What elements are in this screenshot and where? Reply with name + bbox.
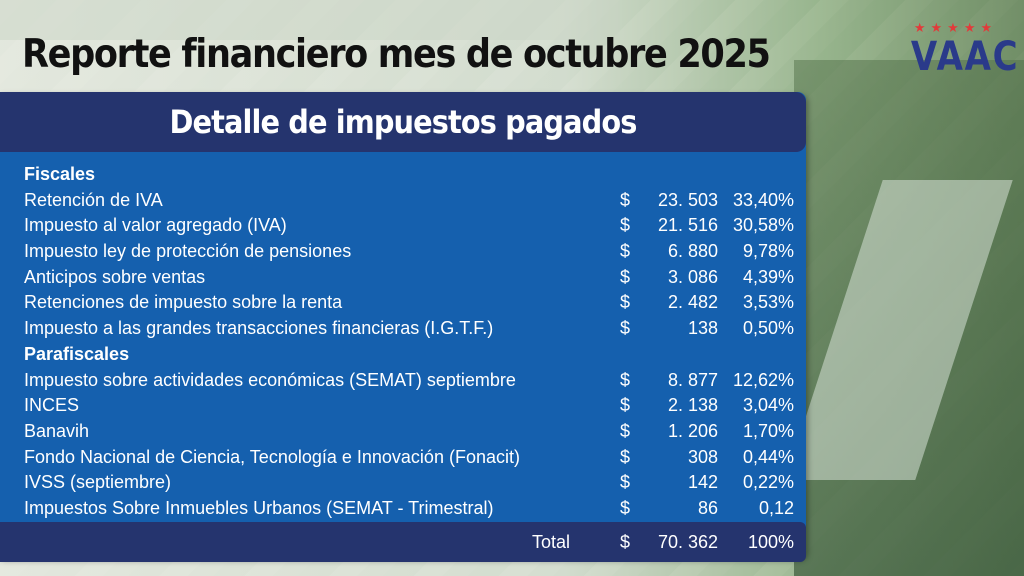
- row-label: Impuesto sobre actividades económicas (S…: [24, 369, 516, 390]
- row-percent: 0,12: [758, 497, 794, 518]
- table-row: Anticipos sobre ventas $3. 086 4,39%: [0, 265, 806, 291]
- row-amount: 23. 503: [657, 189, 718, 210]
- row-percent: 0,44%: [742, 446, 794, 467]
- row-currency: $: [620, 318, 631, 339]
- section-label: Fiscales: [24, 164, 96, 184]
- section-label: Parafiscales: [24, 343, 130, 364]
- logo-stars-icon: ★★★★★: [913, 20, 998, 35]
- row-currency: $: [620, 497, 631, 518]
- table-row: Impuesto a las grandes transacciones fin…: [0, 316, 806, 342]
- table-row: Impuesto sobre actividades económicas (S…: [0, 368, 806, 394]
- total-label: Total: [532, 532, 571, 552]
- background-building: [0, 0, 620, 40]
- panel-header: Detalle de impuestos pagados: [0, 92, 806, 152]
- table-row: Impuesto ley de protección de pensiones $…: [0, 239, 806, 265]
- row-percent: 9,78%: [742, 241, 794, 262]
- row-percent: 12,62%: [732, 369, 794, 390]
- row-amount: 308: [687, 446, 718, 467]
- row-percent: 0,22%: [742, 472, 794, 493]
- table-row: Banavih $1. 206 1,70%: [0, 419, 806, 445]
- row-currency: $: [620, 189, 631, 210]
- row-percent: 33,40%: [732, 189, 794, 210]
- tax-detail-panel: Detalle de impuestos pagados Fiscales Ret…: [0, 92, 806, 558]
- row-amount: 21. 516: [657, 215, 718, 236]
- row-currency: $: [620, 369, 631, 390]
- table-row: Impuestos Sobre Inmuebles Urbanos (SEMAT…: [0, 496, 806, 522]
- row-label: Impuesto ley de protección de pensiones: [24, 241, 352, 262]
- panel-heading: Detalle de impuestos pagados: [169, 103, 638, 141]
- row-percent: 1,70%: [742, 420, 794, 441]
- row-label: Impuesto al valor agregado (IVA): [24, 215, 287, 236]
- row-amount: 2. 138: [667, 395, 718, 416]
- row-label: Banavih: [24, 420, 90, 441]
- row-percent: 3,53%: [742, 292, 794, 313]
- row-amount: 6. 880: [667, 241, 718, 262]
- row-label: Retención de IVA: [24, 189, 163, 210]
- row-amount: 86: [697, 497, 718, 518]
- row-label: IVSS (septiembre): [24, 472, 172, 493]
- row-amount: 138: [687, 318, 718, 339]
- row-amount: 8. 877: [667, 369, 718, 390]
- tax-table: Fiscales Retención de IVA $23. 503 33,40% Im…: [0, 162, 806, 522]
- table-row: Fondo Nacional de Ciencia, Tecnología e …: [0, 445, 806, 471]
- total-percent: 100%: [747, 532, 794, 552]
- row-label: Anticipos sobre ventas: [24, 266, 206, 287]
- table-row: INCES $2. 138 3,04%: [0, 393, 806, 419]
- row-amount: 142: [687, 472, 718, 493]
- table-row: Retención de IVA $23. 503 33,40%: [0, 188, 806, 214]
- section-header: Fiscales: [0, 162, 806, 188]
- row-currency: $: [620, 446, 631, 467]
- row-currency: $: [620, 215, 631, 236]
- row-label: Impuestos Sobre Inmuebles Urbanos (SEMAT…: [24, 497, 494, 518]
- row-percent: 0,50%: [742, 318, 794, 339]
- row-percent: 4,39%: [742, 266, 794, 287]
- table-row: Impuesto al valor agregado (IVA) $21. 516…: [0, 213, 806, 239]
- row-currency: $: [620, 420, 631, 441]
- vaac-logo: ★★★★★ VAAC: [903, 20, 1020, 100]
- row-amount: 3. 086: [667, 266, 718, 287]
- row-currency: $: [620, 292, 631, 313]
- table-row: IVSS (septiembre) $142 0,22%: [0, 470, 806, 496]
- row-label: INCES: [24, 395, 80, 416]
- total-row: Total $ 70. 362 100%: [0, 522, 806, 562]
- page-title: Reporte financiero mes de octubre 2025: [22, 32, 771, 77]
- logo-text: VAAC: [910, 34, 1020, 80]
- row-label: Fondo Nacional de Ciencia, Tecnología e …: [24, 446, 520, 467]
- row-label: Retenciones de impuesto sobre la renta: [24, 292, 343, 313]
- row-label: Impuesto a las grandes transacciones fin…: [24, 318, 494, 339]
- total-amount: 70. 362: [657, 532, 718, 552]
- row-amount: 2. 482: [667, 292, 718, 313]
- row-percent: 30,58%: [732, 215, 794, 236]
- row-amount: 1. 206: [667, 420, 718, 441]
- row-currency: $: [620, 472, 631, 493]
- row-percent: 3,04%: [742, 395, 794, 416]
- total-currency: $: [620, 532, 631, 552]
- row-currency: $: [620, 395, 631, 416]
- row-currency: $: [620, 241, 631, 262]
- table-row: Retenciones de impuesto sobre la renta $2…: [0, 290, 806, 316]
- section-header: Parafiscales: [0, 342, 806, 368]
- row-currency: $: [620, 266, 631, 287]
